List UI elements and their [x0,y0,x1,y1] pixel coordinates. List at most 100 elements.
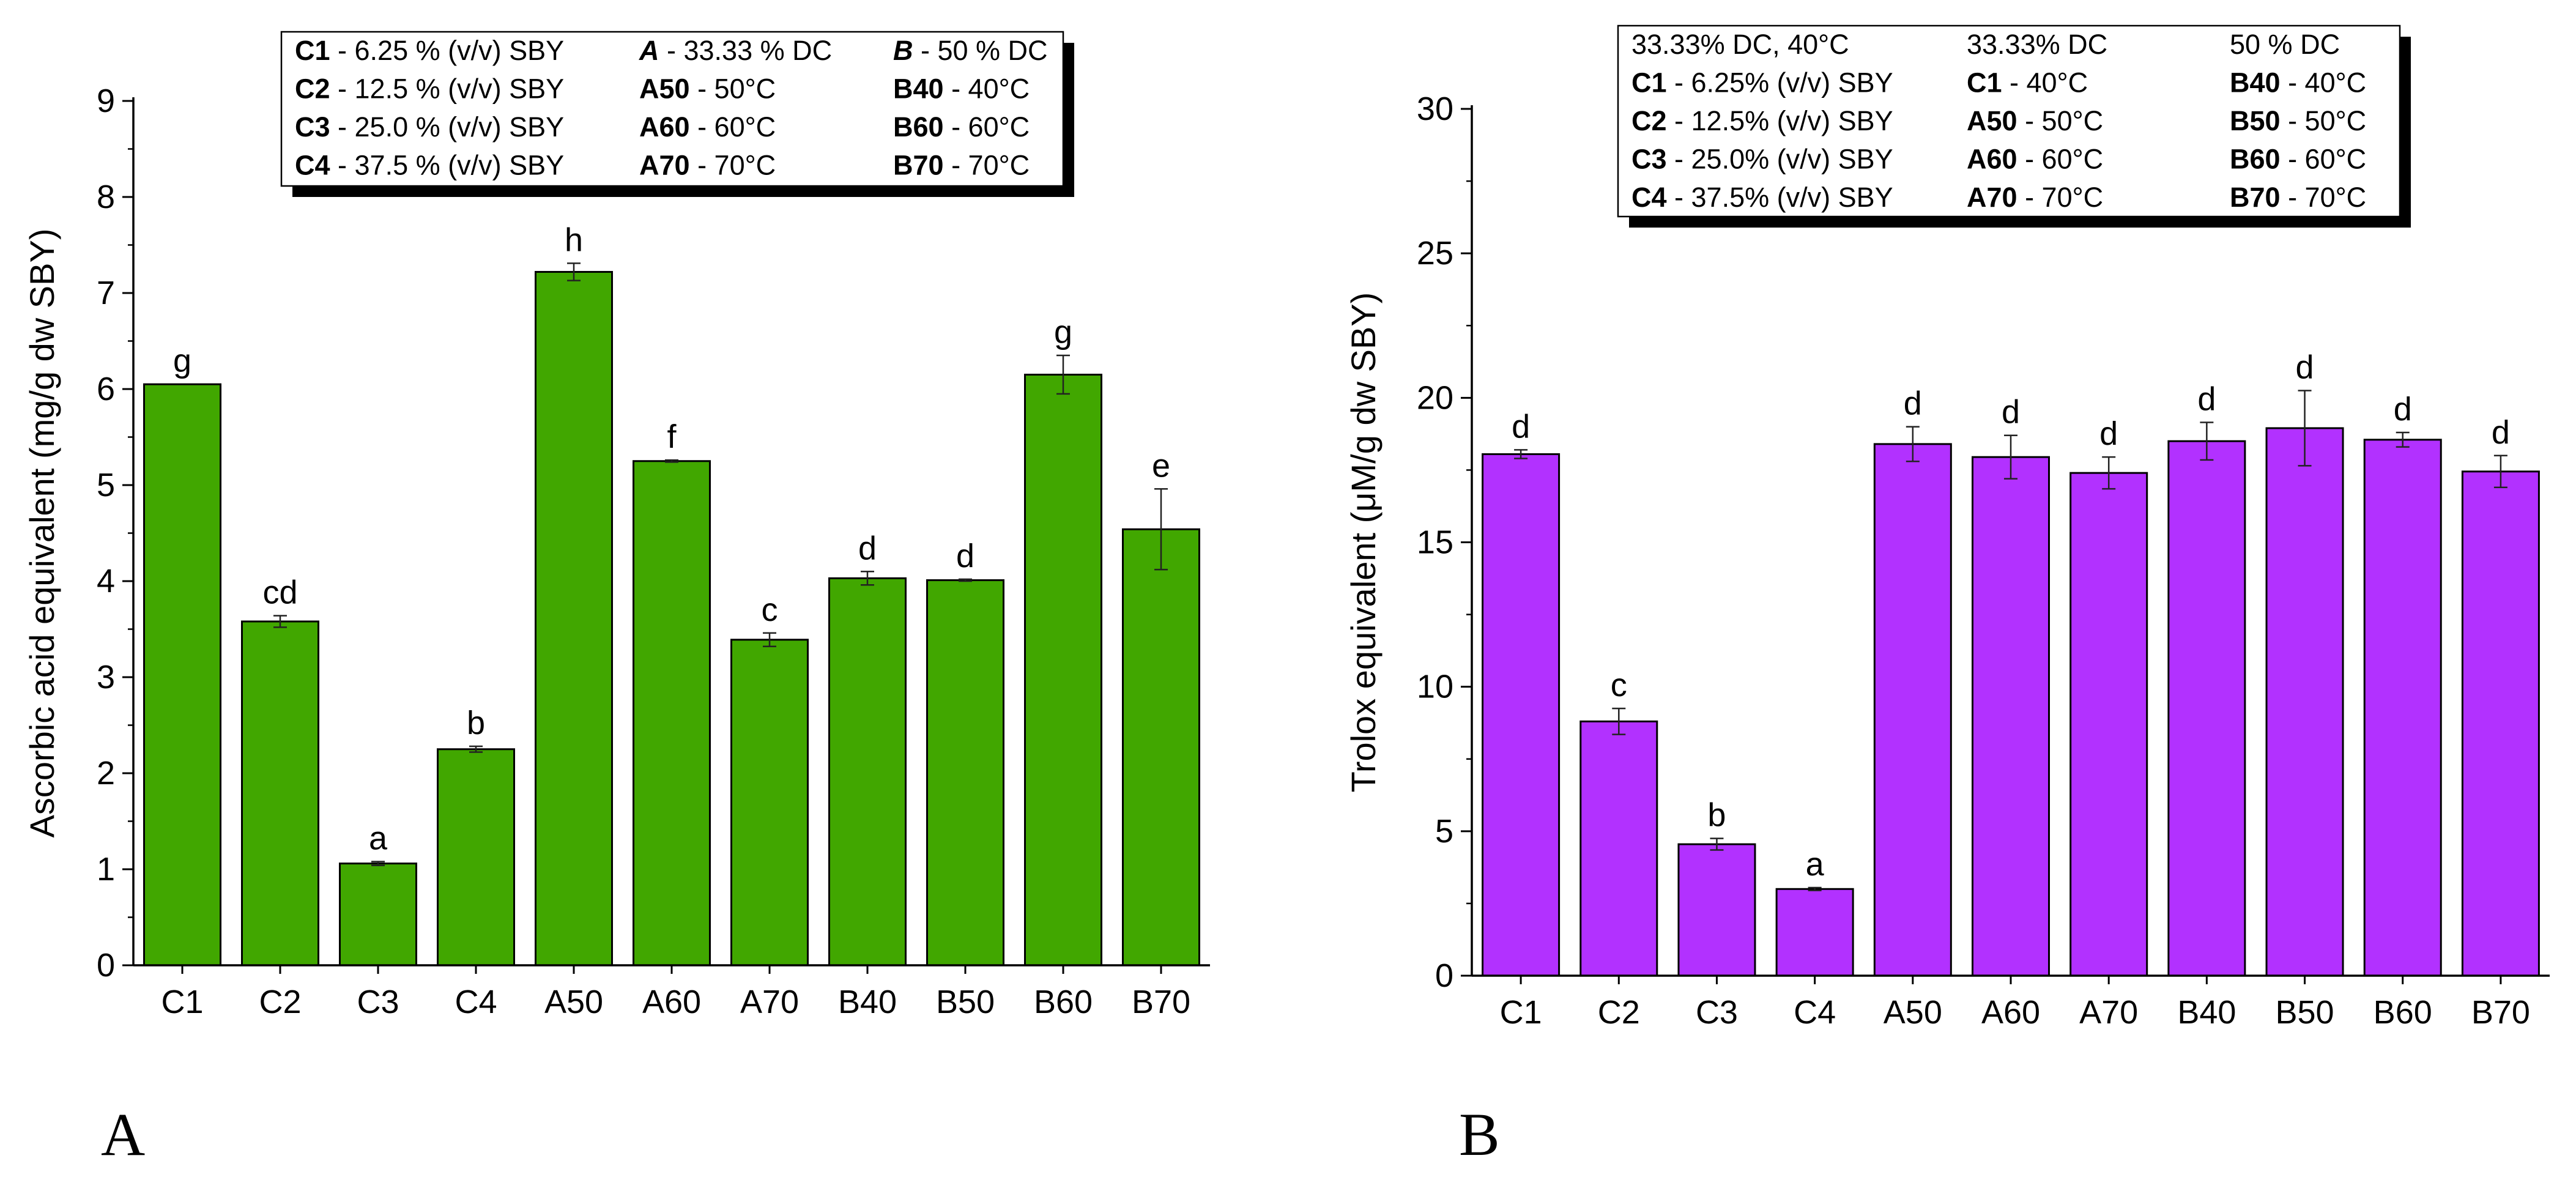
legend-entry: C1 - 40°C [1967,67,2088,98]
significance-letter: d [2099,415,2118,452]
bar [535,270,613,967]
legend-entry: B60 - 60°C [893,111,1030,143]
bar [1873,443,1952,977]
legend-entry: C1 - 6.25 % (v/v) SBY [295,35,564,66]
x-tick-label: C3 [357,984,399,1020]
bar [633,460,711,967]
x-tick-label: B50 [2275,994,2334,1031]
x-tick-label: C2 [1598,994,1640,1031]
legend-entry: C3 - 25.0 % (v/v) SBY [295,111,564,143]
legend-entry: A50 - 50°C [1967,105,2103,136]
legend-entry: B70 - 70°C [2230,182,2366,213]
y-tick-label: 4 [97,563,115,599]
legend-entry: 33.33% DC, 40°C [1631,29,1849,60]
y-tick-label: 1 [97,851,115,888]
bar [730,639,809,967]
bar [2363,439,2442,977]
legend-entry: 33.33% DC [1967,29,2107,60]
significance-letter: a [1806,846,1825,883]
bar [1579,720,1658,977]
bar [2069,472,2148,977]
y-tick-label: 6 [97,371,115,407]
significance-letter: d [2296,349,2314,386]
significance-letter: c [1611,667,1627,703]
panel-a: gC1cdC2aC3bC4hA50fA60cA70dB40dB50gB60eB7… [23,31,1210,1168]
significance-letter: g [1054,314,1072,351]
legend-entry: B40 - 40°C [893,73,1030,105]
legend-entry: 50 % DC [2230,29,2340,60]
x-tick-label: C1 [1500,994,1542,1031]
significance-letter: d [2197,380,2216,417]
legend-box [280,31,1064,187]
x-tick-label: A50 [1884,994,1942,1031]
legend-entry: C4 - 37.5 % (v/v) SBY [295,150,564,181]
significance-letter: d [2002,394,2020,431]
significance-letter: d [858,530,877,566]
x-tick-label: C4 [1794,994,1836,1031]
y-tick-label: 25 [1417,235,1453,272]
legend-entry: A70 - 70°C [639,150,776,181]
x-tick-label: B60 [2374,994,2432,1031]
significance-letter: cd [262,574,297,611]
significance-letter: b [1707,797,1726,834]
x-tick-label: C2 [259,984,301,1020]
bar [1677,843,1756,977]
y-tick-label: 9 [97,83,115,119]
bar [437,748,515,967]
bar [143,383,221,967]
bar [1482,453,1561,977]
legend-box [1617,24,2401,218]
bar [1972,456,2050,977]
legend-entry: A50 - 50°C [639,73,776,105]
legend-entry: B60 - 60°C [2230,144,2366,175]
bar [1775,888,1854,977]
y-tick-label: 5 [1435,813,1453,850]
y-tick-label: 30 [1417,91,1453,127]
y-axis-label: Trolox equivalent (μM/g dw SBY) [1344,292,1383,793]
legend-entry: A - 33.33 % DC [639,35,832,66]
y-tick-label: 10 [1417,669,1453,705]
legend-entry: A60 - 60°C [639,111,776,143]
significance-letter: f [667,418,677,455]
x-tick-label: B40 [2177,994,2236,1031]
x-tick-label: A70 [2079,994,2138,1031]
panel-label: A [101,1100,145,1168]
x-tick-label: A60 [1981,994,2040,1031]
y-tick-label: 7 [97,275,115,311]
x-tick-label: B70 [1132,984,1190,1020]
bar [339,863,417,967]
y-tick-label: 3 [97,659,115,696]
significance-letter: a [369,820,388,856]
y-tick-label: 0 [1435,957,1453,994]
x-tick-label: B50 [936,984,995,1020]
significance-letter: e [1152,447,1170,484]
y-tick-label: 15 [1417,524,1453,561]
bar [926,579,1004,967]
legend-entry: B50 - 50°C [2230,105,2366,136]
legend-entry: A60 - 60°C [1967,144,2103,175]
y-tick-label: 5 [97,467,115,503]
significance-letter: d [1512,408,1530,445]
significance-letter: d [1904,385,1922,422]
x-tick-label: A50 [544,984,603,1020]
legend-entry: C3 - 25.0% (v/v) SBY [1631,144,1893,175]
significance-letter: h [565,221,583,258]
legend-entry: C1 - 6.25% (v/v) SBY [1631,67,1893,98]
legend-entry: A70 - 70°C [1967,182,2103,213]
x-tick-label: C4 [455,984,497,1020]
x-tick-label: B60 [1034,984,1093,1020]
significance-letter: g [173,343,191,379]
y-tick-label: 20 [1417,379,1453,416]
panel-b: dC1cC2bC3aC4dA50dA60dA70dB40dB50dB60dB70… [1344,24,2550,1168]
legend-entry: B - 50 % DC [893,35,1048,66]
bar [241,620,319,967]
significance-letter: c [762,592,778,628]
bar [2461,470,2540,977]
x-tick-label: B70 [2471,994,2530,1031]
bar [1024,373,1102,967]
x-tick-label: B40 [838,984,897,1020]
y-axis-label: Ascorbic acid equivalent (mg/g dw SBY) [23,229,61,838]
x-tick-label: C1 [161,984,203,1020]
bar [1122,528,1200,967]
y-tick-label: 8 [97,179,115,215]
